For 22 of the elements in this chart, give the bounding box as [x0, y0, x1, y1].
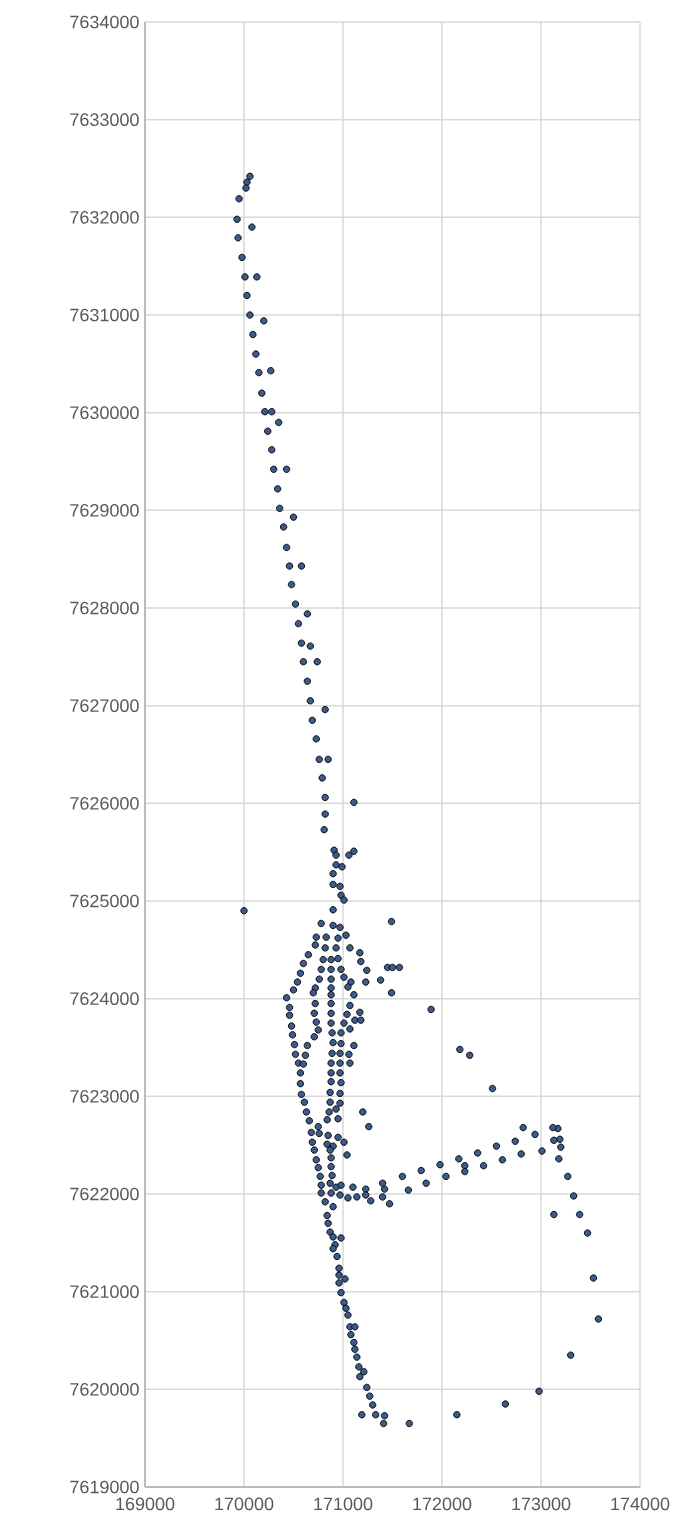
y-tick-label: 7625000 — [70, 894, 139, 908]
y-tick-label: 7619000 — [70, 1480, 139, 1494]
y-tick-label: 7633000 — [70, 113, 139, 127]
x-tick-label: 171000 — [314, 1497, 373, 1511]
y-tick-label: 7632000 — [70, 210, 139, 224]
x-tick-label: 170000 — [215, 1497, 274, 1511]
y-tick-label: 7620000 — [70, 1382, 139, 1396]
y-tick-label: 7624000 — [70, 992, 139, 1006]
y-tick-label: 7631000 — [70, 308, 139, 322]
y-tick-label: 7626000 — [70, 796, 139, 810]
y-tick-label: 7628000 — [70, 601, 139, 615]
y-tick-label: 7623000 — [70, 1089, 139, 1103]
x-tick-label: 173000 — [512, 1497, 571, 1511]
y-tick-label: 7627000 — [70, 699, 139, 713]
y-tick-label: 7629000 — [70, 503, 139, 517]
x-tick-label: 172000 — [413, 1497, 472, 1511]
y-tick-label: 7621000 — [70, 1285, 139, 1299]
y-tick-label: 7622000 — [70, 1187, 139, 1201]
y-tick-label: 7630000 — [70, 406, 139, 420]
x-tick-label: 169000 — [116, 1497, 175, 1511]
y-tick-label: 7634000 — [70, 15, 139, 29]
x-tick-label: 174000 — [611, 1497, 670, 1511]
